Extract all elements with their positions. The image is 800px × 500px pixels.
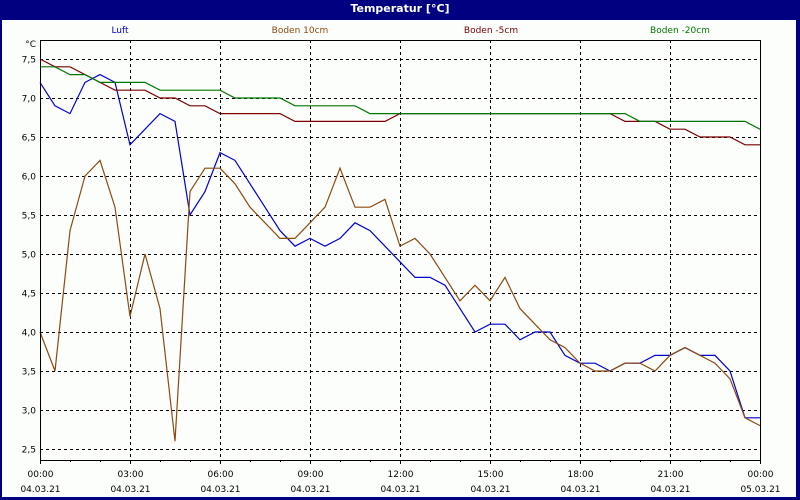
x-tick-time: 06:00	[208, 470, 234, 480]
y-axis-unit: °C	[25, 40, 36, 50]
y-tick-label: 4,5	[22, 290, 36, 300]
x-tick-time: 21:00	[658, 470, 684, 480]
x-tick-date: 04.03.21	[380, 485, 420, 495]
x-tick-date: 04.03.21	[20, 485, 60, 495]
y-tick-label: 3,5	[22, 368, 36, 378]
grid-lines	[40, 40, 760, 460]
x-tick-date: 04.03.21	[560, 485, 600, 495]
y-tick-label: 7,5	[22, 56, 36, 66]
x-tick-date: 04.03.21	[110, 485, 150, 495]
legend-item-luft: Luft	[111, 26, 129, 36]
y-tick-label: 6,0	[22, 173, 37, 183]
y-tick-label: 3,0	[22, 407, 37, 417]
data-series	[39, 58, 761, 442]
chart-client-area	[2, 20, 796, 497]
x-axis-ticks: 00:00 04.03.21 03:00 04.03.21 06:00 04.03.21 0…	[20, 460, 781, 495]
y-tick-label: 2,5	[22, 446, 36, 456]
y-tick-label: 5,5	[22, 212, 36, 222]
x-tick-time: 18:00	[568, 470, 594, 480]
window-title: Temperatur [°C]	[0, 0, 800, 19]
x-tick-time: 00:00	[28, 470, 54, 480]
series-line-boden-10cm	[39, 159, 761, 442]
plot-frame	[40, 40, 761, 461]
x-tick-date: 04.03.21	[470, 485, 510, 495]
legend-item-boden-minus-20cm: Boden -20cm	[650, 26, 710, 36]
x-tick-time: 03:00	[118, 470, 144, 480]
legend: Luft Boden 10cm Boden -5cm Boden -20cm	[111, 26, 710, 36]
x-tick-date: 04.03.21	[650, 485, 690, 495]
legend-item-boden-10cm: Boden 10cm	[272, 26, 329, 36]
x-tick-date: 05.03.21	[740, 485, 780, 495]
series-line-boden-20cm	[40, 66, 761, 130]
y-tick-label: 4,0	[22, 329, 37, 339]
legend-item-boden-minus-5cm: Boden -5cm	[464, 26, 518, 36]
x-tick-date: 04.03.21	[200, 485, 240, 495]
x-tick-time: 09:00	[298, 470, 324, 480]
y-tick-label: 5,0	[22, 251, 37, 261]
x-tick-time: 12:00	[388, 470, 414, 480]
y-axis-ticks: 7,5 7,0 6,5 6,0 5,5 5,0 4,5 4,0 3,5 3,0 2,5	[22, 56, 37, 456]
x-tick-date: 04.03.21	[290, 485, 330, 495]
y-tick-label: 7,0	[22, 95, 37, 105]
y-tick-label: 6,5	[22, 134, 36, 144]
x-tick-time: 00:00	[748, 470, 774, 480]
x-tick-time: 15:00	[478, 470, 504, 480]
